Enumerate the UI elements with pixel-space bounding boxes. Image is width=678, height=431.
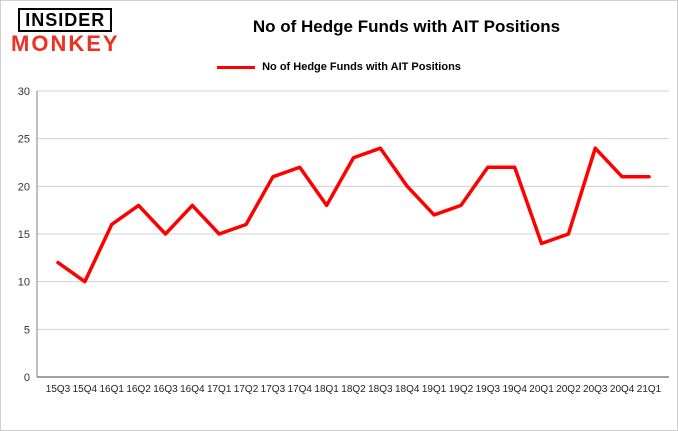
y-tick-label: 5 xyxy=(24,324,30,336)
x-tick-label: 20Q1 xyxy=(529,384,554,395)
x-tick-label: 17Q2 xyxy=(234,384,259,395)
x-tick-label: 21Q1 xyxy=(637,384,662,395)
legend-label: No of Hedge Funds with AIT Positions xyxy=(262,61,461,73)
legend-line-swatch xyxy=(217,65,256,69)
y-tick-label: 20 xyxy=(18,181,30,193)
x-tick-label: 16Q4 xyxy=(180,384,205,395)
insider-monkey-logo: INSIDER MONKEY xyxy=(11,8,120,55)
legend: No of Hedge Funds with AIT Positions xyxy=(1,61,677,73)
x-tick-label: 19Q1 xyxy=(422,384,447,395)
x-tick-label: 18Q3 xyxy=(368,384,393,395)
x-tick-label: 20Q2 xyxy=(556,384,581,395)
x-tick-label: 20Q4 xyxy=(610,384,635,395)
x-tick-label: 16Q3 xyxy=(153,384,178,395)
x-tick-label: 20Q3 xyxy=(583,384,608,395)
x-tick-label: 17Q3 xyxy=(261,384,286,395)
logo-monkey-text: MONKEY xyxy=(11,31,120,56)
x-tick-label: 17Q1 xyxy=(207,384,232,395)
y-tick-label: 10 xyxy=(18,277,30,289)
y-tick-label: 15 xyxy=(18,229,30,241)
x-tick-label: 18Q1 xyxy=(314,384,339,395)
x-tick-label: 19Q4 xyxy=(502,384,527,395)
data-line xyxy=(56,146,651,284)
x-tick-label: 16Q1 xyxy=(99,384,124,395)
logo-insider-text: INSIDER xyxy=(18,8,113,32)
y-tick-label: 30 xyxy=(18,86,30,98)
x-tick-label: 18Q2 xyxy=(341,384,366,395)
x-tick-label: 19Q3 xyxy=(476,384,501,395)
y-tick-label: 25 xyxy=(18,134,30,146)
x-tick-label: 15Q4 xyxy=(73,384,98,395)
x-tick-label: 15Q3 xyxy=(46,384,71,395)
x-tick-label: 16Q2 xyxy=(126,384,151,395)
x-tick-label: 18Q4 xyxy=(395,384,420,395)
y-tick-label: 0 xyxy=(24,372,30,384)
x-tick-label: 19Q2 xyxy=(449,384,474,395)
chart-title: No of Hedge Funds with AIT Positions xyxy=(252,17,561,36)
x-tick-label: 17Q4 xyxy=(288,384,313,395)
